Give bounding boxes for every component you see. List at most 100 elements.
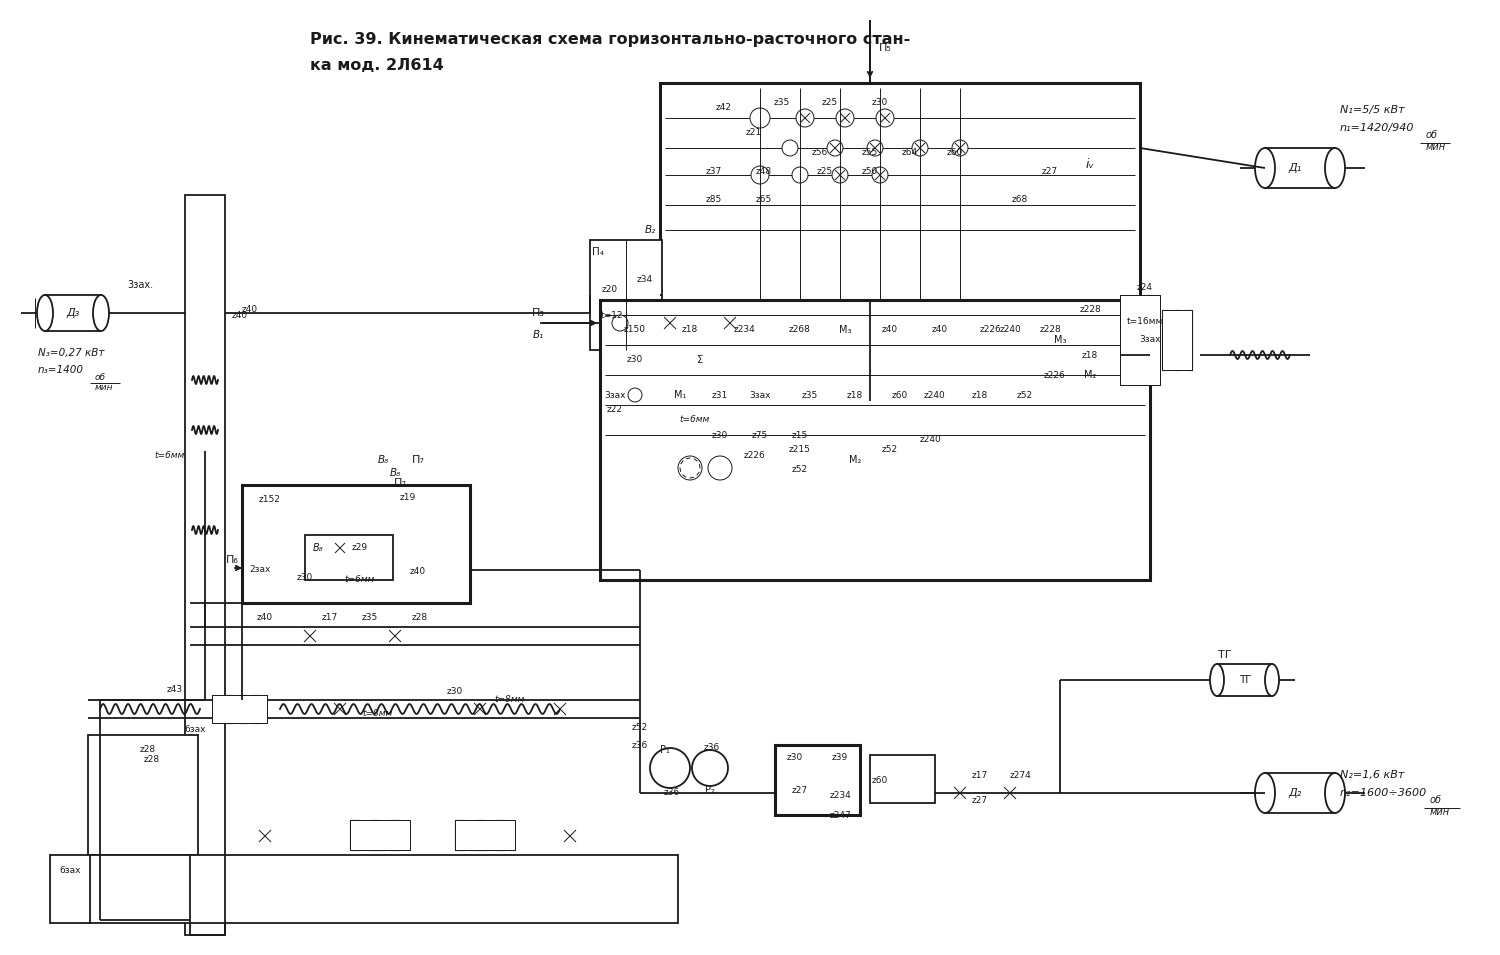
Text: 3зах: 3зах: [604, 391, 625, 399]
Text: z60: z60: [946, 148, 963, 158]
Text: z34: z34: [638, 275, 652, 285]
Text: z18: z18: [847, 391, 862, 399]
Ellipse shape: [1324, 148, 1346, 188]
Circle shape: [952, 140, 968, 156]
Bar: [590, 240, 662, 350]
Circle shape: [876, 109, 894, 127]
Polygon shape: [1134, 295, 1140, 385]
Bar: [600, 300, 1150, 580]
Circle shape: [792, 167, 808, 183]
Text: z17: z17: [322, 613, 338, 623]
Text: t=6мм: t=6мм: [345, 576, 375, 584]
Text: M₂: M₂: [1084, 370, 1096, 380]
Text: z40: z40: [882, 326, 898, 334]
Circle shape: [750, 108, 770, 128]
Text: z85: z85: [706, 196, 722, 204]
Text: z27: z27: [1042, 167, 1058, 177]
Bar: [211, 695, 267, 723]
Text: z36: z36: [704, 744, 720, 753]
Text: z20: z20: [602, 286, 618, 294]
Text: z52: z52: [882, 445, 898, 455]
Text: об: об: [94, 372, 106, 381]
Text: мин: мин: [1430, 807, 1450, 817]
Text: z60: z60: [892, 391, 908, 399]
Text: Д₃: Д₃: [66, 308, 80, 318]
Text: z28: z28: [413, 613, 428, 623]
Text: z40: z40: [932, 326, 948, 334]
Text: ТГ: ТГ: [1239, 675, 1251, 685]
Bar: [350, 820, 410, 850]
Text: 3зах: 3зах: [1140, 335, 1161, 345]
Text: z22: z22: [608, 406, 622, 414]
Ellipse shape: [1256, 148, 1275, 188]
Bar: [1264, 773, 1335, 813]
Text: iᵥ: iᵥ: [1086, 159, 1095, 172]
Polygon shape: [454, 820, 465, 850]
Ellipse shape: [1324, 773, 1346, 813]
Text: ТГ: ТГ: [1218, 650, 1231, 660]
Bar: [1264, 148, 1335, 188]
Circle shape: [612, 315, 628, 331]
Bar: [776, 745, 859, 815]
Text: z18: z18: [1082, 350, 1098, 359]
Bar: [660, 83, 1140, 401]
Text: z226: z226: [744, 451, 766, 459]
Text: 3зах: 3зах: [750, 391, 771, 399]
Polygon shape: [1120, 295, 1126, 385]
Text: z27: z27: [792, 786, 808, 795]
Circle shape: [833, 167, 848, 183]
Text: 6зах: 6зах: [60, 865, 81, 875]
Text: z19: z19: [400, 493, 416, 501]
Text: z27: z27: [972, 796, 988, 804]
Text: z43: z43: [166, 686, 183, 694]
Text: 3зах.: 3зах.: [128, 280, 153, 290]
Text: z30: z30: [297, 574, 314, 583]
Circle shape: [867, 140, 883, 156]
Circle shape: [912, 140, 928, 156]
Polygon shape: [1162, 310, 1168, 370]
Text: z35: z35: [362, 613, 378, 623]
Text: z28: z28: [144, 755, 160, 765]
Text: z36: z36: [632, 740, 648, 750]
Text: 6зах: 6зах: [184, 726, 206, 734]
Text: z35: z35: [774, 98, 790, 108]
Text: В₈: В₈: [390, 468, 400, 478]
Text: мин: мин: [1426, 142, 1446, 152]
Text: z25: z25: [822, 98, 839, 108]
Text: z228: z228: [1078, 306, 1101, 314]
Text: z226: z226: [980, 326, 1000, 334]
Text: z40: z40: [256, 613, 273, 623]
Text: N₃=0,27 кВт: N₃=0,27 кВт: [38, 348, 105, 358]
Bar: [1216, 664, 1272, 696]
Polygon shape: [476, 820, 484, 850]
Text: z268: z268: [789, 326, 812, 334]
Text: N₁=5/5 кВт: N₁=5/5 кВт: [1340, 105, 1404, 115]
Circle shape: [827, 140, 843, 156]
Polygon shape: [254, 695, 260, 723]
Text: z150: z150: [624, 326, 646, 334]
Text: n₂=1600÷3600: n₂=1600÷3600: [1340, 788, 1428, 798]
Text: z40: z40: [232, 310, 248, 320]
Text: z29: z29: [352, 543, 368, 553]
Circle shape: [650, 748, 690, 788]
Bar: [45, 295, 100, 331]
Text: z52: z52: [632, 724, 648, 732]
Text: z55: z55: [862, 148, 877, 158]
Bar: [1120, 295, 1160, 385]
Text: z228: z228: [1040, 326, 1060, 334]
Text: P₂: P₂: [705, 785, 716, 795]
Text: В₈: В₈: [312, 543, 324, 553]
Text: n₁=1420/940: n₁=1420/940: [1340, 123, 1414, 133]
Text: z42: z42: [716, 103, 732, 113]
Text: z18: z18: [972, 391, 988, 399]
Circle shape: [678, 456, 702, 480]
Text: z30: z30: [447, 688, 464, 696]
Bar: [88, 735, 198, 855]
Text: z234: z234: [830, 791, 850, 799]
Circle shape: [871, 167, 888, 183]
Bar: [1162, 310, 1192, 370]
Ellipse shape: [1256, 773, 1275, 813]
Text: В₂: В₂: [645, 225, 656, 235]
Circle shape: [796, 109, 814, 127]
Text: z64: z64: [902, 148, 918, 158]
